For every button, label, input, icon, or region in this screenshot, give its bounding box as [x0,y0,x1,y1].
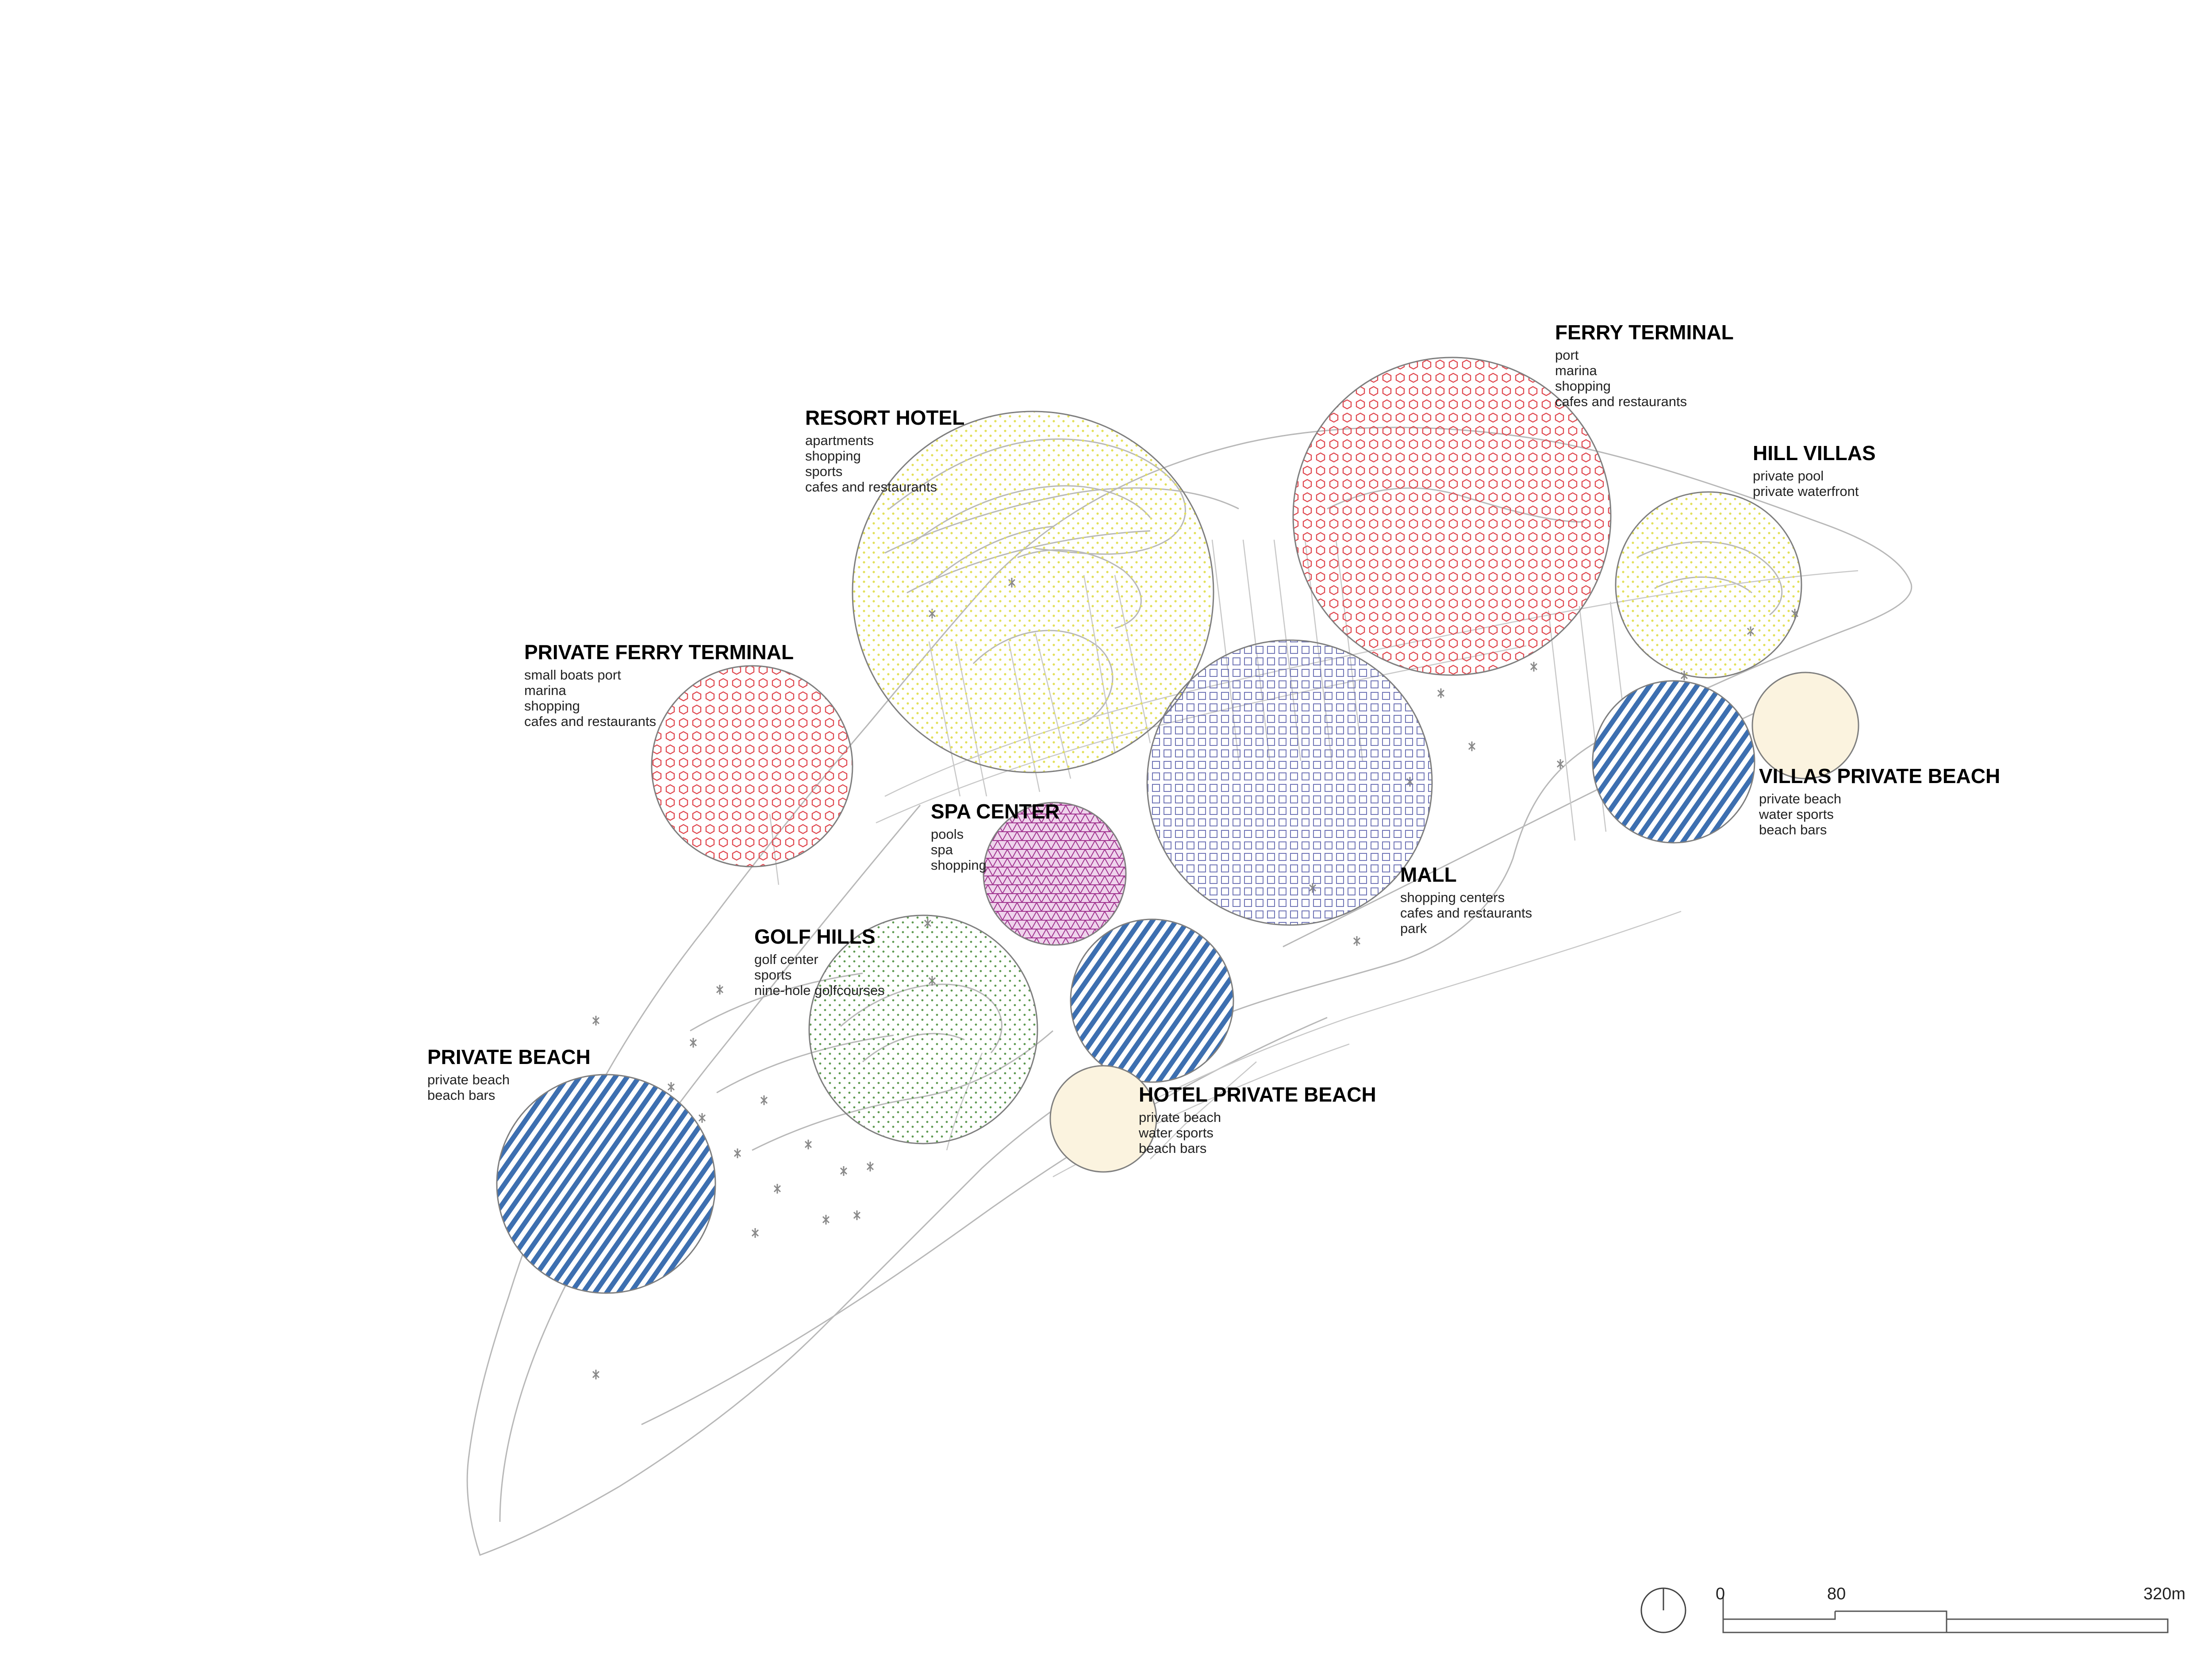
label-mall: MALL shopping centers cafes and restaura… [1400,863,1532,936]
zone-line: marina [524,683,567,698]
zone-line: private beach [1759,791,1841,806]
zone-line: shopping [1555,378,1611,394]
zone-line: beach bars [427,1087,495,1103]
zone-line: pools [931,826,964,842]
zone-circle-hill-villas[interactable] [1615,491,1802,679]
north-arrow-icon [1640,1587,1686,1633]
zone-title: SPA CENTER [931,800,1060,823]
zone-line: nine-hole golfcourses [754,983,885,998]
zone-line: sports [805,464,842,479]
label-villas-private-beach: VILLAS PRIVATE BEACH private beach water… [1759,764,2000,837]
zone-title: HOTEL PRIVATE BEACH [1139,1083,1376,1106]
zone-title: HILL VILLAS [1753,442,1876,465]
zone-line: cafes and restaurants [1400,905,1532,921]
label-spa-center: SPA CENTER pools spa shopping [931,800,1060,873]
zone-title: RESORT HOTEL [805,406,964,429]
zone-title: VILLAS PRIVATE BEACH [1759,764,2000,787]
label-hill-villas: HILL VILLAS private pool private waterfr… [1753,442,1876,499]
zone-line: shopping [805,448,861,464]
zone-line: park [1400,921,1427,936]
zone-title: GOLF HILLS [754,925,875,948]
scale-label-80: 80 [1827,1585,1846,1603]
zone-line: cafes and restaurants [524,714,656,729]
scale-label-320m: 320m [2143,1585,2185,1603]
zone-circle-private-beach[interactable] [496,1074,716,1294]
zone-circle-spa-center[interactable] [983,802,1127,946]
zone-circles [496,357,1859,1294]
zone-circle-private-ferry-terminal[interactable] [651,665,853,868]
label-golf-hills: GOLF HILLS golf center sports nine-hole … [754,925,885,998]
label-ferry-terminal: FERRY TERMINAL port marina shopping cafe… [1555,321,1734,409]
zone-line: private pool [1753,468,1824,484]
zone-line: sports [754,967,791,983]
zone-circle-mall[interactable] [1146,639,1433,926]
zone-line: private beach [427,1072,510,1087]
zone-line: spa [931,842,953,857]
zone-line: apartments [805,433,874,448]
zone-title: PRIVATE FERRY TERMINAL [524,641,794,664]
zone-line: private waterfront [1753,484,1859,499]
zone-line: water sports [1138,1125,1214,1141]
label-hotel-private-beach: HOTEL PRIVATE BEACH private beach water … [1138,1083,1376,1156]
zone-circle-golf-hills[interactable] [808,914,1038,1144]
zone-circle-hotel-private-beach[interactable] [1070,918,1234,1083]
zone-line: small boats port [524,667,621,683]
zone-line: shopping centers [1400,890,1505,905]
zone-line: private beach [1139,1110,1221,1125]
label-private-ferry-terminal: PRIVATE FERRY TERMINAL small boats port … [524,641,794,729]
zone-title: FERRY TERMINAL [1555,321,1734,344]
zone-line: cafes and restaurants [1555,394,1687,409]
label-private-beach: PRIVATE BEACH private beach beach bars [427,1045,591,1103]
zone-circle-villas-beach-sand[interactable] [1751,672,1859,780]
label-resort-hotel: RESORT HOTEL apartments shopping sports … [805,406,964,495]
zone-circle-ferry-terminal[interactable] [1292,357,1612,676]
zone-line: golf center [754,952,818,967]
zone-circle-hotel-beach-sand[interactable] [1049,1065,1157,1173]
zone-line: beach bars [1759,822,1827,837]
zone-line: beach bars [1139,1141,1206,1156]
zone-line: water sports [1759,806,1834,822]
zone-line: marina [1555,363,1598,378]
scale-label-0: 0 [1716,1585,1725,1603]
scale-bar: 0 80 320m [1716,1585,2185,1633]
zone-title: MALL [1400,863,1457,886]
zone-circle-resort-hotel[interactable] [852,411,1214,773]
zone-circle-villas-private-beach[interactable] [1592,680,1755,844]
zone-line: shopping [931,857,987,873]
zone-line: shopping [524,698,580,714]
zone-line: cafes and restaurants [805,479,937,495]
zone-title: PRIVATE BEACH [427,1045,591,1068]
zone-line: port [1555,347,1579,363]
